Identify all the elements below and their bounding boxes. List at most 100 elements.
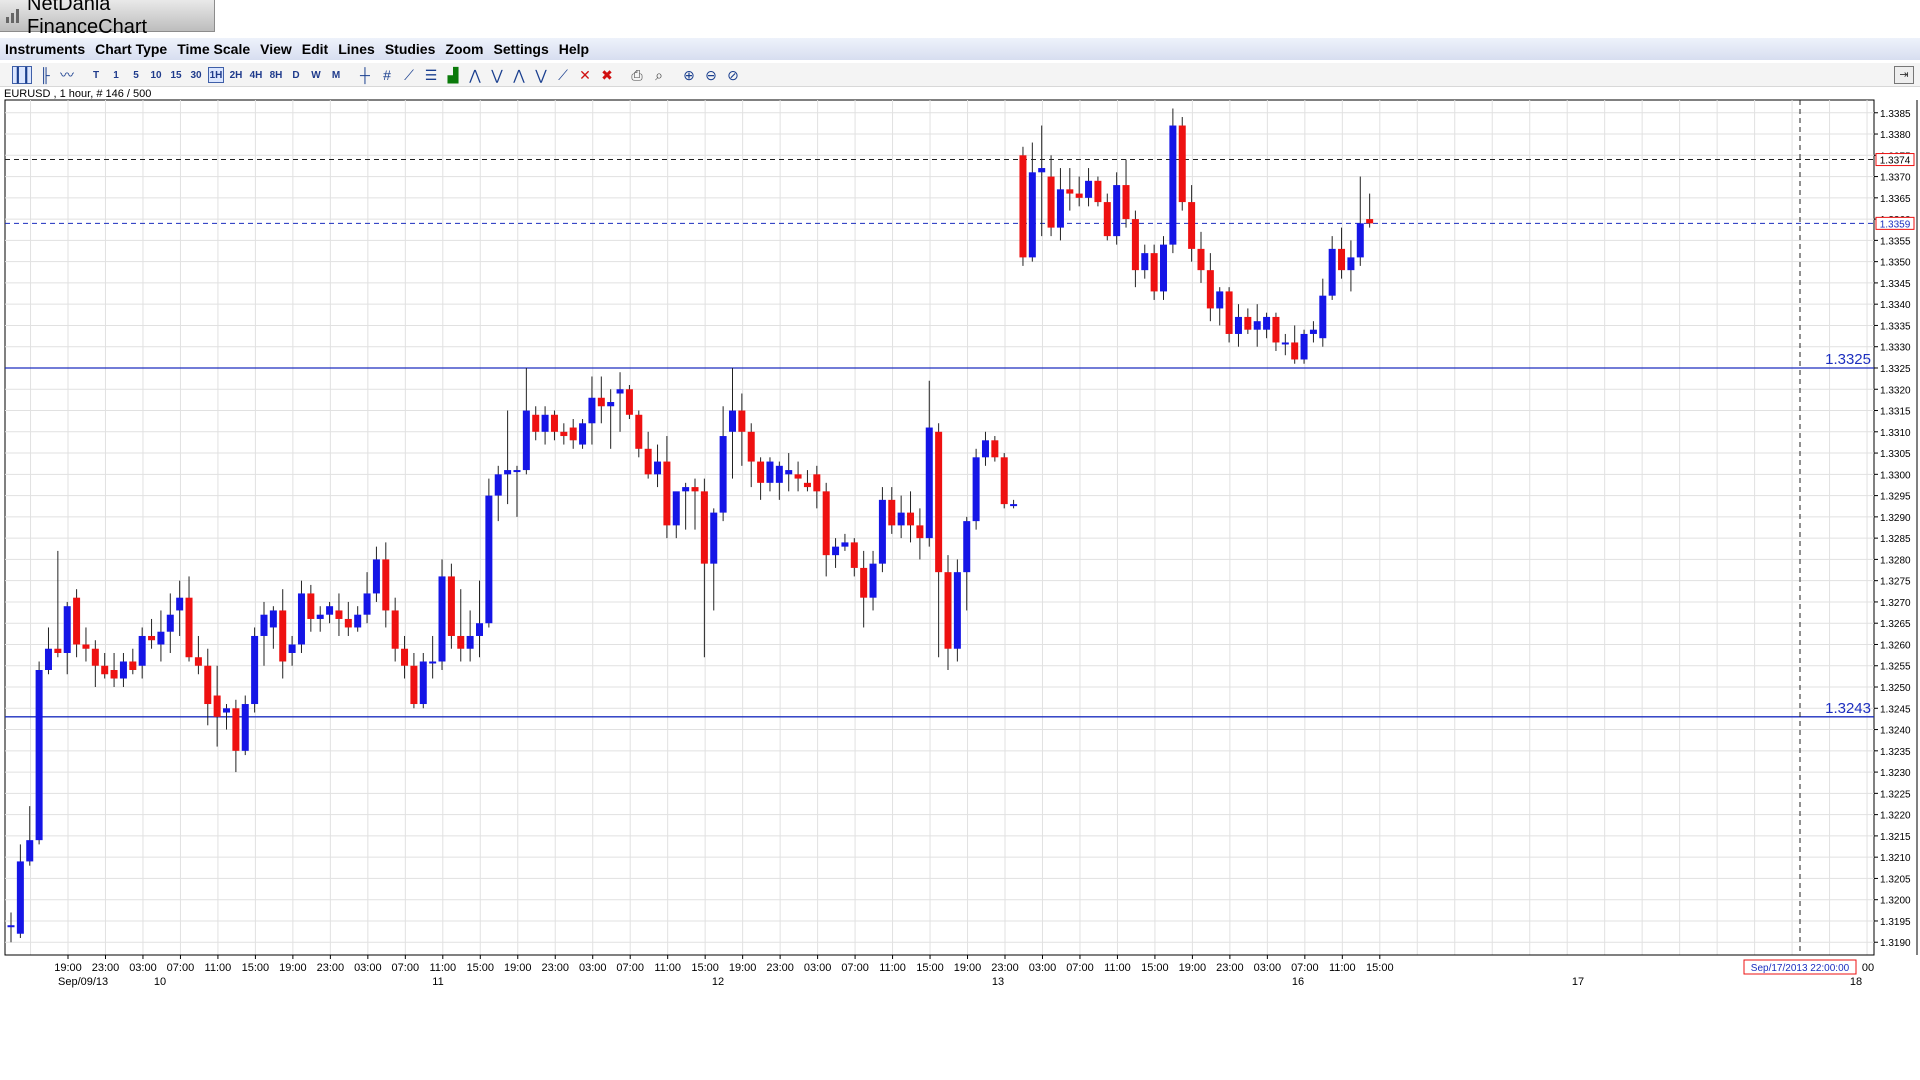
volume-icon[interactable]: ▟ [447, 66, 459, 83]
timeframe-4h-button[interactable]: 4H [249, 69, 263, 81]
x-time-label: 07:00 [841, 962, 869, 974]
timeframe-daily-button[interactable]: D [292, 69, 300, 81]
menu-help[interactable]: Help [558, 41, 590, 57]
candle-body [232, 708, 240, 751]
y-tick-label: 1.3290 [1880, 513, 1911, 524]
timeframe-5m-button[interactable]: 5 [133, 69, 139, 81]
price-chart[interactable]: 1.3190 1.3195 1.3200 1.3205 1.3210 1.3215 1.32… [0, 0, 1920, 1000]
price-tag-label: 1.3359 [1880, 219, 1911, 230]
bar-chart-icon[interactable]: ╟ [40, 66, 50, 83]
grid-icon[interactable]: # [383, 66, 391, 83]
delete-line-icon[interactable]: ✕ [579, 66, 591, 83]
x-time-label: 23:00 [766, 962, 794, 974]
candle-body [925, 427, 933, 539]
fibonacci-icon[interactable]: ☰ [424, 66, 438, 83]
x-time-label: 15:00 [467, 962, 495, 974]
candle-body [1356, 223, 1364, 258]
x-time-label: 00 [1862, 962, 1874, 974]
timeframe-2h-button[interactable]: 2H [229, 69, 243, 81]
y-tick-label: 1.3260 [1880, 640, 1911, 651]
candle-body [803, 482, 811, 488]
y-tick-label: 1.3325 [1880, 364, 1911, 375]
y-tick-label: 1.3270 [1880, 598, 1911, 609]
candle-body [1131, 219, 1139, 271]
print-icon[interactable]: ⎙ [631, 66, 643, 83]
candle-body [1263, 316, 1271, 330]
candle-body [1085, 180, 1093, 198]
menu-studies[interactable]: Studies [384, 41, 436, 57]
trend-line-icon[interactable]: ⟋ [404, 66, 414, 83]
candle-body [991, 440, 999, 458]
x-time-label: 15:00 [691, 962, 719, 974]
menu-lines[interactable]: Lines [338, 41, 375, 57]
candlestick-icon[interactable]: ┃┃ [12, 65, 32, 84]
candle-body [335, 610, 343, 619]
candle-body [935, 431, 943, 573]
edit-line-icon[interactable]: ⟋ [558, 66, 568, 83]
candle-body [1309, 329, 1317, 334]
candle-body [550, 414, 558, 432]
menu-chart-type[interactable]: Chart Type [95, 41, 168, 57]
y-tick-label: 1.3295 [1880, 492, 1911, 503]
menu-edit[interactable]: Edit [301, 41, 329, 57]
x-time-label: 15:00 [916, 962, 944, 974]
app-title: NetDania FinanceChart [27, 0, 148, 38]
timeframe-8h-button[interactable]: 8H [269, 69, 283, 81]
x-time-label: 11:00 [1104, 962, 1131, 974]
draw-line-4-icon[interactable]: ⋁ [535, 66, 547, 83]
y-tick-label: 1.3385 [1880, 109, 1911, 120]
candle-body [963, 521, 971, 573]
menu-view[interactable]: View [260, 41, 292, 57]
print-preview-icon[interactable]: ⌕ [655, 66, 663, 83]
zoom-in-icon[interactable]: ⊕ [683, 66, 695, 83]
candle-body [1272, 316, 1280, 343]
candle-body [719, 436, 727, 513]
menu-time-scale[interactable]: Time Scale [177, 41, 251, 57]
candle-body [682, 487, 690, 492]
line-chart-icon[interactable]: 〰 [60, 66, 74, 83]
draw-line-1-icon[interactable]: ⋀ [469, 66, 481, 83]
timeframe-tick-button[interactable]: T [92, 69, 100, 81]
candle-body [1169, 125, 1177, 245]
zoom-reset-icon[interactable]: ⊘ [727, 66, 739, 83]
dock-icon[interactable]: ⇥ [1894, 66, 1914, 84]
timeframe-monthly-button[interactable]: M [331, 69, 341, 81]
menu-instruments[interactable]: Instruments [5, 41, 86, 57]
app-title-tab[interactable]: NetDania FinanceChart [0, 0, 215, 38]
delete-all-icon[interactable]: ✖ [601, 66, 613, 83]
candle-body [344, 618, 352, 628]
candle-body [1197, 248, 1205, 271]
timeframe-15m-button[interactable]: 15 [170, 69, 182, 81]
x-time-label: 03:00 [1029, 962, 1057, 974]
draw-line-3-icon[interactable]: ⋀ [513, 66, 525, 83]
x-time-label: 03:00 [579, 962, 607, 974]
zoom-out-icon[interactable]: ⊖ [705, 66, 717, 83]
x-time-label: 11:00 [879, 962, 906, 974]
candle-body [560, 431, 568, 437]
bottom-area [0, 1000, 1920, 1080]
draw-line-2-icon[interactable]: ⋁ [491, 66, 503, 83]
candle-body [1094, 180, 1102, 203]
candle-body [194, 657, 202, 666]
timeframe-1m-button[interactable]: 1 [113, 69, 119, 81]
y-tick-label: 1.3225 [1880, 789, 1911, 800]
timeframe-weekly-button[interactable]: W [311, 69, 321, 81]
candle-body [785, 470, 793, 475]
y-tick-label: 1.3245 [1880, 704, 1911, 715]
y-tick-label: 1.3255 [1880, 662, 1911, 673]
cursor-time-label: Sep/17/2013 22:00:00 [1751, 963, 1850, 974]
crosshair-icon[interactable]: ┼ [360, 66, 370, 83]
y-tick-label: 1.3215 [1880, 832, 1911, 843]
menu-settings[interactable]: Settings [493, 41, 549, 57]
candle-body [288, 644, 296, 653]
candle-body [54, 648, 62, 653]
menu-zoom[interactable]: Zoom [445, 41, 484, 57]
timeframe-30m-button[interactable]: 30 [190, 69, 202, 81]
timeframe-10m-button[interactable]: 10 [150, 69, 162, 81]
x-time-label: 23:00 [92, 962, 120, 974]
y-tick-label: 1.3300 [1880, 470, 1911, 481]
candle-body [82, 644, 90, 649]
timeframe-1h-button[interactable]: 1H [208, 66, 224, 83]
x-date-label: 18 [1850, 976, 1862, 988]
x-time-label: 11:00 [1329, 962, 1356, 974]
